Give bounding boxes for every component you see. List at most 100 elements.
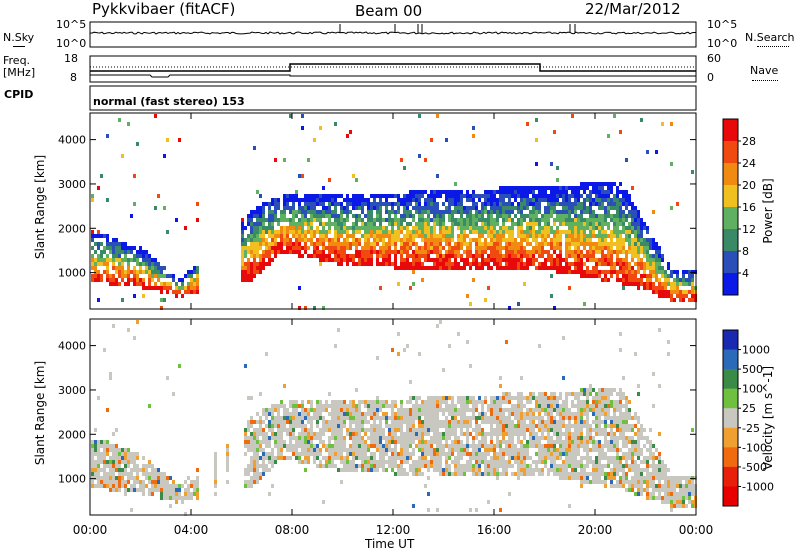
heatmap-cell xyxy=(403,214,406,218)
heatmap-cell xyxy=(538,202,541,206)
heatmap-cell xyxy=(688,278,691,282)
heatmap-cell xyxy=(535,266,538,270)
heatmap-cell xyxy=(121,266,124,270)
heatmap-cell xyxy=(508,206,511,210)
heatmap-cell xyxy=(667,274,670,278)
heatmap-cell xyxy=(244,468,247,472)
heatmap-cell xyxy=(298,226,301,230)
heatmap-cell xyxy=(421,266,424,270)
heatmap-cell xyxy=(376,460,379,464)
heatmap-cell xyxy=(376,218,379,222)
heatmap-cell xyxy=(97,460,100,464)
heatmap-cell xyxy=(550,226,553,230)
heatmap-cell xyxy=(577,230,580,234)
heatmap-cell xyxy=(382,246,385,250)
heatmap-cell xyxy=(559,190,562,194)
heatmap-cell xyxy=(538,452,541,456)
heatmap-cell xyxy=(106,448,109,452)
heatmap-cell xyxy=(379,194,382,198)
heatmap-cell xyxy=(424,218,427,222)
heatmap-cell xyxy=(514,412,517,416)
heatmap-cell xyxy=(436,408,439,412)
heatmap-cell xyxy=(652,270,655,274)
heatmap-cell xyxy=(253,270,256,274)
heatmap-cell xyxy=(568,412,571,416)
heatmap-cell xyxy=(460,448,463,452)
heatmap-cell xyxy=(595,190,598,194)
heatmap-cell xyxy=(526,222,529,226)
heatmap-cell xyxy=(298,210,301,214)
heatmap-cell xyxy=(514,472,517,476)
heatmap-cell xyxy=(553,452,556,456)
heatmap-cell xyxy=(481,254,484,258)
heatmap-cell xyxy=(334,246,337,250)
heatmap-cell xyxy=(340,258,343,262)
heatmap-cell xyxy=(442,234,445,238)
heatmap-cell xyxy=(556,238,559,242)
heatmap-cell xyxy=(658,290,661,294)
heatmap-cell xyxy=(619,198,622,202)
heatmap-cell xyxy=(607,258,610,262)
heatmap-cell xyxy=(97,472,100,476)
heatmap-cell xyxy=(262,222,265,226)
heatmap-cell xyxy=(547,198,550,202)
heatmap-cell xyxy=(565,258,568,262)
heatmap-cell xyxy=(544,218,547,222)
heatmap-cell xyxy=(670,162,673,166)
heatmap-cell xyxy=(511,396,514,400)
heatmap-cell xyxy=(571,226,574,230)
heatmap-cell xyxy=(595,198,598,202)
heatmap-cell xyxy=(550,258,553,262)
heatmap-cell xyxy=(544,258,547,262)
heatmap-cell xyxy=(115,254,118,258)
heatmap-cell xyxy=(571,456,574,460)
heatmap-cell xyxy=(595,476,598,480)
heatmap-cell xyxy=(340,226,343,230)
heatmap-cell xyxy=(541,230,544,234)
heatmap-cell xyxy=(538,424,541,428)
heatmap-cell xyxy=(325,404,328,408)
heatmap-cell xyxy=(478,440,481,444)
heatmap-cell xyxy=(484,448,487,452)
heatmap-cell xyxy=(358,444,361,448)
heatmap-cell xyxy=(562,214,565,218)
heatmap-cell xyxy=(331,460,334,464)
heatmap-cell xyxy=(646,250,649,254)
heatmap-cell xyxy=(448,464,451,468)
heatmap-cell xyxy=(595,202,598,206)
heatmap-cell xyxy=(352,258,355,262)
heatmap-cell xyxy=(136,472,139,476)
heatmap-cell xyxy=(109,278,112,282)
heatmap-cell xyxy=(517,416,520,420)
heatmap-cell xyxy=(280,234,283,238)
heatmap-cell xyxy=(502,460,505,464)
heatmap-cell xyxy=(535,440,538,444)
heatmap-cell xyxy=(436,428,439,432)
heatmap-cell xyxy=(454,416,457,420)
heatmap-cell xyxy=(436,190,439,194)
heatmap-cell xyxy=(388,262,391,266)
heatmap-cell xyxy=(565,392,568,396)
heatmap-cell xyxy=(298,286,301,290)
heatmap-cell xyxy=(349,420,352,424)
heatmap-cell xyxy=(262,242,265,246)
heatmap-cell xyxy=(493,198,496,202)
heatmap-cell xyxy=(355,424,358,428)
heatmap-cell xyxy=(412,190,415,194)
heatmap-cell xyxy=(376,400,379,404)
heatmap-cell xyxy=(589,424,592,428)
heatmap-cell xyxy=(415,464,418,468)
heatmap-cell xyxy=(562,408,565,412)
heatmap-cell xyxy=(463,242,466,246)
heatmap-cell xyxy=(481,218,484,222)
heatmap-cell xyxy=(304,440,307,444)
heatmap-cell xyxy=(376,238,379,242)
heatmap-cell xyxy=(628,230,631,234)
heatmap-cell xyxy=(475,404,478,408)
heatmap-cell xyxy=(325,194,328,198)
heatmap-cell xyxy=(382,234,385,238)
heatmap-cell xyxy=(676,278,679,282)
heatmap-cell xyxy=(466,424,469,428)
heatmap-cell xyxy=(421,190,424,194)
heatmap-cell xyxy=(478,468,481,472)
